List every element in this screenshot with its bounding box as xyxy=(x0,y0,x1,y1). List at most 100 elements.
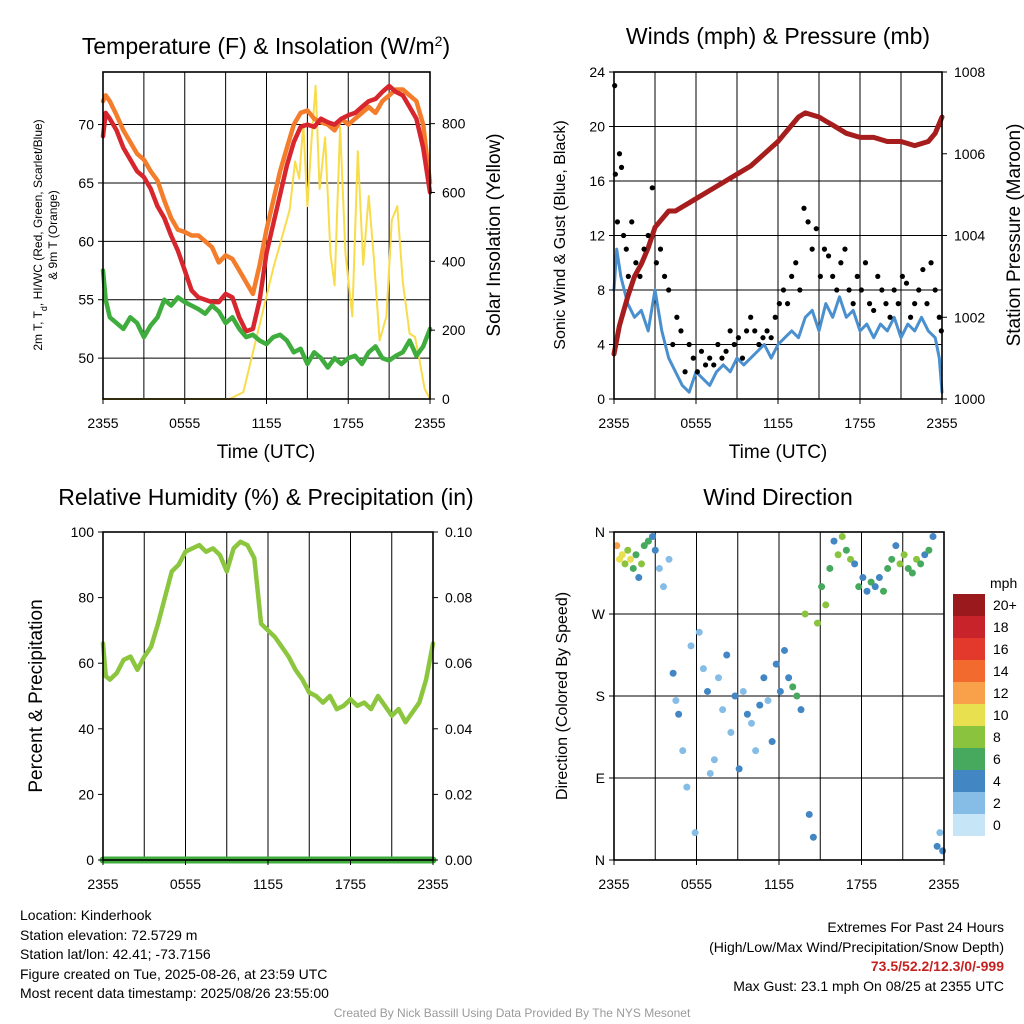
colorbar-swatch xyxy=(953,660,985,682)
y-tick-label: 70 xyxy=(78,117,94,133)
colorbar-swatch xyxy=(953,682,985,704)
right-tick-label: 1006 xyxy=(954,146,985,162)
max-gust-label: Max Gust: 23.1 mph On 08/25 at 2355 UTC xyxy=(733,977,1004,994)
gust-point xyxy=(793,260,799,266)
right-tick-label: 0.06 xyxy=(445,655,472,671)
gust-point xyxy=(858,287,864,293)
x-tick-label: 1155 xyxy=(764,876,794,892)
gust-point xyxy=(842,246,848,252)
wind-direction-point xyxy=(706,769,714,777)
gust-point xyxy=(830,273,836,279)
x-tick-label: 2355 xyxy=(414,415,445,431)
2m-temperature-line xyxy=(100,83,433,334)
wind-direction-point xyxy=(613,542,621,550)
y-tick-label: 60 xyxy=(78,655,94,671)
gust-point xyxy=(633,260,639,266)
colorbar-label: 8 xyxy=(993,729,1001,745)
gust-point xyxy=(625,273,631,279)
gust-point xyxy=(862,260,869,266)
location-label: Location: Kinderhook xyxy=(20,907,152,923)
wind-direction-point xyxy=(908,569,916,577)
gust-point xyxy=(825,253,832,259)
wind-direction-point xyxy=(624,546,632,554)
gust-point xyxy=(694,369,700,375)
gust-point xyxy=(899,273,905,279)
wind-direction-point xyxy=(687,642,695,650)
gust-point xyxy=(641,246,647,252)
gust-point xyxy=(805,219,811,225)
x-tick-label: 1155 xyxy=(763,415,793,431)
winds-y-label-right: Station Pressure (Maroon) xyxy=(1004,124,1024,347)
right-tick-label: 800 xyxy=(442,116,466,132)
colorbar-swatch xyxy=(953,792,985,814)
gust-point xyxy=(866,301,873,307)
gust-point xyxy=(743,328,750,334)
y-tick-label: 16 xyxy=(589,173,605,189)
colorbar-label: 12 xyxy=(993,685,1009,701)
wind-direction-point xyxy=(651,546,659,554)
gust-point xyxy=(789,273,795,279)
wind-direction-point xyxy=(632,551,640,559)
humidity-y-label-left: Percent & Precipitation xyxy=(26,599,47,792)
wind-direction-point xyxy=(635,574,643,582)
wind-direction-point xyxy=(760,674,768,682)
colorbar-swatch xyxy=(953,616,985,638)
x-tick-label: 0555 xyxy=(170,876,201,892)
wind-direction-point xyxy=(818,583,826,591)
gust-point xyxy=(748,314,754,320)
recent-data-label: Most recent data timestamp: 2025/08/26 2… xyxy=(20,985,329,1001)
wind-direction-point xyxy=(743,710,751,718)
wind-direction-point xyxy=(789,683,797,691)
x-tick-label: 1155 xyxy=(251,415,281,431)
station-pressure-line xyxy=(611,110,945,357)
wind-direction-point xyxy=(917,560,925,568)
winds-panel: Winds (mph) & Pressure (mb) 2355 0555 1155… xyxy=(552,23,1024,463)
gust-point xyxy=(670,341,676,348)
y-tick-label: 20 xyxy=(589,119,605,135)
gust-point xyxy=(875,273,881,279)
y-tick-label: 0 xyxy=(86,852,94,868)
wind-direction-point xyxy=(921,551,929,559)
gust-point xyxy=(801,205,807,211)
x-tick-label: 1755 xyxy=(844,415,875,431)
wind-direction-point xyxy=(900,551,908,559)
gust-point xyxy=(674,314,680,320)
extremes-values: 73.5/52.2/12.3/0/-999 xyxy=(870,958,1004,974)
y-tick-label: 50 xyxy=(78,350,94,366)
humidity-grid xyxy=(143,532,393,860)
colorbar-label: 10 xyxy=(993,707,1009,723)
x-tick-label: 1755 xyxy=(333,415,364,431)
wind-direction-point xyxy=(933,842,941,850)
wind-direction-point xyxy=(638,560,645,568)
wind-direction-y-label: Direction (Colored By Speed) xyxy=(554,592,571,800)
winds-chart-title: Winds (mph) & Pressure (mb) xyxy=(626,23,930,49)
station-info: Location: Kinderhook Station elevation: … xyxy=(20,906,329,1004)
latlon-label: Station lat/lon: 42.41; -73.7156 xyxy=(20,946,211,962)
x-tick-label: 2355 xyxy=(598,415,629,431)
wind-direction-point xyxy=(822,601,830,609)
temperature-y-label-right: Solar Insolation (Yellow) xyxy=(484,133,505,336)
gust-point xyxy=(719,355,725,361)
gust-point xyxy=(752,328,758,334)
gust-point xyxy=(932,287,938,293)
gust-point xyxy=(916,287,922,293)
wind-direction-point xyxy=(892,542,900,550)
wind-direction-point xyxy=(880,587,887,595)
y-tick-label: 55 xyxy=(78,292,94,308)
humidity-chart-title: Relative Humidity (%) & Precipitation (i… xyxy=(58,484,473,510)
wind-direction-point xyxy=(679,747,687,755)
y-tick-label: 65 xyxy=(78,175,94,191)
y-tick-label: 80 xyxy=(78,590,94,606)
y-tick-label: 40 xyxy=(78,721,94,737)
winds-x-label: Time (UTC) xyxy=(729,442,828,463)
wind-direction-point xyxy=(629,564,637,572)
gust-point xyxy=(903,280,910,286)
colorbar-label: 4 xyxy=(993,773,1001,789)
wind-direction-point xyxy=(699,665,707,673)
y-tick-label: 100 xyxy=(71,524,95,540)
winds-grid xyxy=(614,71,942,400)
wind-direction-point xyxy=(731,692,739,700)
gust-point xyxy=(879,287,885,293)
gust-point xyxy=(817,273,823,279)
wind-direction-point xyxy=(683,783,691,791)
